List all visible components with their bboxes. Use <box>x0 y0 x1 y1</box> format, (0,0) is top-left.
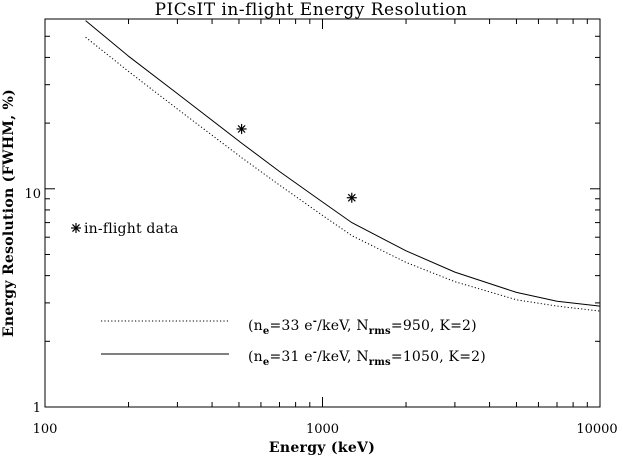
x-tick-label-100: 100 <box>33 422 58 437</box>
axis-ticks <box>44 18 601 408</box>
chart-title: PICsIT in-flight Energy Resolution <box>155 0 468 20</box>
y-tick-label-1: 1 <box>33 401 41 416</box>
in-flight-markers <box>236 123 357 203</box>
line-legend: (ne=33 e-/keV, Nrms=950, K=2) (ne=31 e-/… <box>101 316 486 368</box>
legend-asterisk <box>71 223 81 233</box>
asterisk-stroke <box>72 224 80 232</box>
y-tick-label-10: 10 <box>24 187 41 202</box>
x-tick-label-10000: 10000 <box>576 422 617 437</box>
series-line-solid <box>85 20 601 307</box>
x-tick-label-1000: 1000 <box>306 422 339 437</box>
data-point-0 <box>236 123 247 134</box>
legend-label-solid: (ne=31 e-/keV, Nrms=1050, K=2) <box>248 347 486 368</box>
series-layer <box>85 20 601 312</box>
marker-legend-label: in-flight data <box>84 221 179 237</box>
legend-label-dotted: (ne=33 e-/keV, Nrms=950, K=2) <box>248 316 477 337</box>
series-line-dotted <box>85 36 601 312</box>
asterisk-stroke <box>237 125 246 133</box>
x-axis-label: Energy (keV) <box>269 440 375 456</box>
marker-legend: in-flight data <box>71 221 179 237</box>
y-tick-labels: 1 10 <box>24 187 41 416</box>
x-tick-labels: 100 1000 10000 <box>33 422 618 437</box>
legend-asterisk-icon <box>71 223 81 233</box>
asterisk-stroke <box>347 193 356 202</box>
y-axis-label: Energy Resolution (FWHM, %) <box>1 89 17 337</box>
data-point-1 <box>346 192 357 203</box>
